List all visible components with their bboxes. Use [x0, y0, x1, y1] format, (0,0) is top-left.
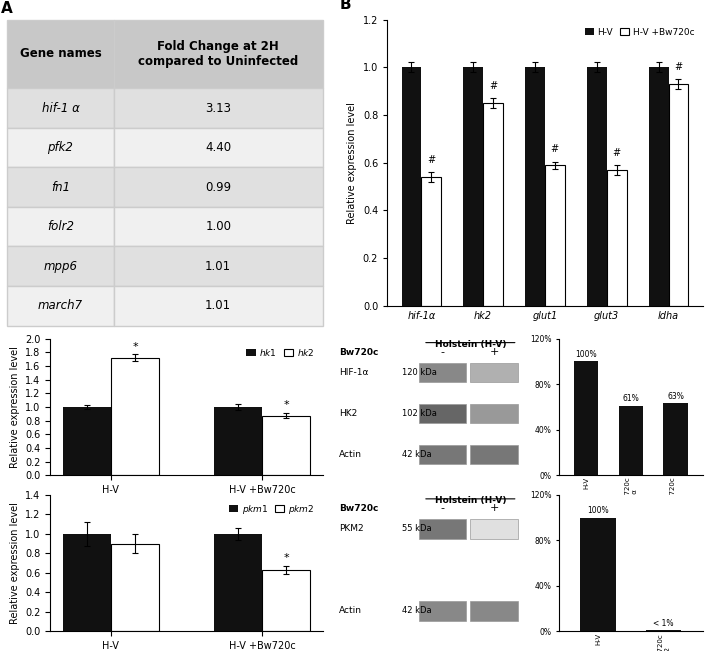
Bar [645, 630, 681, 631]
Text: +: + [489, 503, 499, 514]
Text: Holstein (H-V): Holstein (H-V) [435, 496, 506, 505]
Bar [525, 67, 545, 306]
Text: *: * [283, 553, 289, 563]
Bar [62, 534, 111, 631]
Bar [463, 67, 483, 306]
Bar [470, 363, 518, 382]
Text: -: - [440, 503, 445, 514]
Text: < 1%: < 1% [653, 619, 674, 628]
Text: Holstein (H-V): Holstein (H-V) [435, 340, 506, 349]
Text: #: # [489, 81, 497, 91]
Legend: $pkm1$, $pkm2$: $pkm1$, $pkm2$ [225, 499, 318, 519]
Bar [422, 177, 441, 306]
Text: #: # [427, 155, 435, 165]
Text: #: # [612, 148, 621, 158]
Text: Bw720c: Bw720c [339, 348, 379, 357]
Bar [402, 67, 422, 306]
Text: -: - [440, 347, 445, 357]
Text: 100%: 100% [575, 350, 597, 359]
Bar [262, 570, 310, 631]
Text: 61%: 61% [622, 395, 640, 404]
Text: 100%: 100% [587, 506, 609, 516]
Text: Bw720c: Bw720c [339, 504, 379, 513]
Bar [470, 519, 518, 538]
Bar [214, 534, 262, 631]
Y-axis label: Relative expression level: Relative expression level [9, 346, 19, 468]
Text: 55 kDa: 55 kDa [402, 525, 431, 533]
Bar [470, 445, 518, 464]
Bar [470, 404, 518, 423]
Text: Actin: Actin [339, 607, 362, 615]
Bar [668, 84, 688, 306]
Bar [470, 602, 518, 620]
Bar [619, 406, 643, 475]
Text: Actin: Actin [339, 450, 362, 459]
Text: HK2: HK2 [339, 409, 357, 418]
Text: A: A [1, 1, 13, 16]
Bar [62, 407, 111, 475]
Text: #: # [551, 145, 559, 154]
Bar [663, 404, 688, 475]
Bar [262, 416, 310, 475]
Text: +: + [489, 347, 499, 357]
Text: 42 kDa: 42 kDa [402, 450, 431, 459]
Bar [419, 519, 466, 538]
Bar [545, 165, 565, 306]
Y-axis label: Relative expression level: Relative expression level [9, 502, 19, 624]
Legend: $hk1$, $hk2$: $hk1$, $hk2$ [243, 343, 318, 361]
Bar [587, 67, 607, 306]
Bar [214, 407, 262, 475]
Bar [419, 602, 466, 620]
Bar [581, 518, 617, 631]
Text: B: B [340, 0, 351, 12]
Text: #: # [675, 62, 683, 72]
Bar [649, 67, 668, 306]
Bar [419, 445, 466, 464]
Y-axis label: Relative expression level: Relative expression level [347, 102, 357, 224]
Text: *: * [132, 342, 138, 352]
Bar [574, 361, 599, 475]
Text: PKM2: PKM2 [339, 525, 364, 533]
Text: 42 kDa: 42 kDa [402, 607, 431, 615]
Text: 63%: 63% [668, 392, 684, 401]
Text: HIF-1α: HIF-1α [339, 368, 369, 377]
Bar [419, 404, 466, 423]
Bar [111, 544, 159, 631]
Bar [607, 170, 627, 306]
Text: 120 kDa: 120 kDa [402, 368, 437, 377]
Bar [419, 363, 466, 382]
Bar [111, 357, 159, 475]
Text: *: * [283, 400, 289, 410]
Bar [483, 103, 503, 306]
Text: 102 kDa: 102 kDa [402, 409, 437, 418]
Legend: H-V, H-V +Bw720c: H-V, H-V +Bw720c [581, 24, 698, 40]
